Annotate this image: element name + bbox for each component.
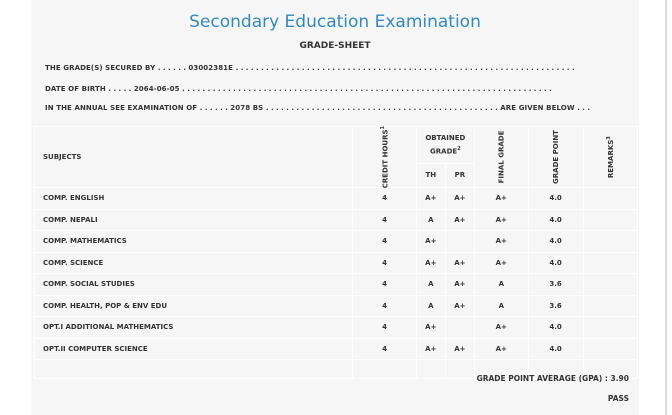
th-grade-cell: A (415, 273, 446, 296)
pr-grade-cell: A+ (444, 208, 475, 231)
table-row: COMP. MATHEMATICS 4 A+ A+ 4.0 (33, 230, 639, 253)
given-below-label: ARE GIVEN BELOW (500, 104, 575, 112)
remarks-cell (582, 294, 639, 317)
info-dob-line: DATE OF BIRTH . . . . . 2064-06-05 . . .… (45, 85, 552, 93)
table-row: COMP. HEALTH, POP & ENV EDU 4 A A+ A 3.6 (33, 294, 639, 317)
th-grade-cell: A+ (415, 230, 446, 253)
header-subjects: SUBJECTS (33, 126, 354, 188)
remarks-cell (582, 337, 639, 360)
grades-secured-label: THE GRADE(S) SECURED BY (45, 64, 156, 72)
credit-cell: 4 (352, 316, 417, 339)
scrollbar-edge (665, 0, 667, 415)
th-grade-cell: A+ (415, 251, 446, 274)
credit-cell: 4 (352, 273, 417, 296)
table-spacer-row (33, 359, 639, 379)
grade-point-cell: 4.0 (527, 316, 584, 339)
grade-point-cell: 4.0 (527, 230, 584, 253)
credit-cell: 4 (352, 251, 417, 274)
table-row: COMP. NEPALI 4 A A+ A+ 4.0 (33, 208, 639, 231)
th-grade-cell: A (415, 294, 446, 317)
pr-grade-cell: A+ (444, 294, 475, 317)
credit-cell: 4 (352, 187, 417, 210)
dob-label: DATE OF BIRTH (45, 85, 106, 93)
grade-point-cell: 3.6 (527, 294, 584, 317)
final-grade-cell: A+ (473, 337, 529, 360)
info-exam-line: IN THE ANNUAL SEE EXAMINATION OF . . . .… (45, 104, 591, 112)
table-row: COMP. SCIENCE 4 A+ A+ A+ 4.0 (33, 251, 639, 274)
subject-cell: OPT.I ADDITIONAL MATHEMATICS (33, 316, 354, 339)
th-grade-cell: A+ (415, 187, 446, 210)
gpa-label: GRADE POINT AVERAGE (GPA) : (476, 374, 608, 383)
header-obtained-grade: OBTAINED GRADE2 (415, 126, 475, 164)
subject-cell: COMP. SCIENCE (33, 251, 354, 274)
info-symbol-line: THE GRADE(S) SECURED BY . . . . . . 0300… (45, 64, 575, 72)
grade-point-cell: 4.0 (527, 251, 584, 274)
final-grade-cell: A+ (473, 251, 529, 274)
remarks-cell (582, 316, 639, 339)
subject-cell: COMP. HEALTH, POP & ENV EDU (33, 294, 354, 317)
subject-cell: OPT.II COMPUTER SCIENCE (33, 337, 354, 360)
grade-point-cell: 4.0 (527, 208, 584, 231)
table-row: COMP. ENGLISH 4 A+ A+ A+ 4.0 (33, 187, 639, 210)
result-status: PASS (607, 394, 629, 403)
subject-cell: COMP. MATHEMATICS (33, 230, 354, 253)
header-remarks: REMARKS3 (582, 126, 639, 188)
pr-grade-cell (444, 230, 475, 253)
grade-sheet: Secondary Education Examination GRADE-SH… (31, 0, 639, 415)
credit-cell: 4 (352, 230, 417, 253)
table-row: COMP. SOCIAL STUDIES 4 A A+ A 3.6 (33, 273, 639, 296)
th-grade-cell: A+ (415, 337, 446, 360)
final-grade-cell: A+ (473, 208, 529, 231)
grade-point-cell: 3.6 (527, 273, 584, 296)
pr-grade-cell: A+ (444, 273, 475, 296)
final-grade-cell: A+ (473, 187, 529, 210)
pr-grade-cell: A+ (444, 187, 475, 210)
grades-table: SUBJECTS CREDIT HOURS1 OBTAINED GRADE2 F… (33, 126, 639, 379)
remarks-cell (582, 251, 639, 274)
exam-label: IN THE ANNUAL SEE EXAMINATION OF (45, 104, 198, 112)
remarks-cell (582, 230, 639, 253)
header-pr: PR (444, 162, 475, 189)
header-credit-hours: CREDIT HOURS1 (352, 126, 417, 188)
subject-cell: COMP. NEPALI (33, 208, 354, 231)
grade-point-cell: 4.0 (527, 337, 584, 360)
credit-cell: 4 (352, 337, 417, 360)
pr-grade-cell (444, 316, 475, 339)
remarks-cell (582, 187, 639, 210)
subject-cell: COMP. ENGLISH (33, 187, 354, 210)
header-grade-point: GRADE POINT (527, 126, 584, 188)
credit-cell: 4 (352, 294, 417, 317)
final-grade-cell: A (473, 273, 529, 296)
symbol-number: 03002381E (188, 64, 234, 72)
final-grade-cell: A+ (473, 316, 529, 339)
table-row: OPT.II COMPUTER SCIENCE 4 A+ A+ A+ 4.0 (33, 337, 639, 360)
th-grade-cell: A (415, 208, 446, 231)
pr-grade-cell: A+ (444, 337, 475, 360)
credit-cell: 4 (352, 208, 417, 231)
gpa-line: GRADE POINT AVERAGE (GPA) : 3.90 (477, 374, 629, 383)
dob-value: 2064-06-05 (133, 85, 180, 93)
header-final-grade: FINAL GRADE (473, 126, 529, 188)
subject-cell: COMP. SOCIAL STUDIES (33, 273, 354, 296)
grade-point-cell: 4.0 (527, 187, 584, 210)
th-grade-cell: A+ (415, 316, 446, 339)
pr-grade-cell: A+ (444, 251, 475, 274)
remarks-cell (582, 273, 639, 296)
final-grade-cell: A (473, 294, 529, 317)
table-row: OPT.I ADDITIONAL MATHEMATICS 4 A+ A+ 4.0 (33, 316, 639, 339)
page-subtitle: GRADE-SHEET (299, 41, 371, 51)
remarks-cell (582, 208, 639, 231)
final-grade-cell: A+ (473, 230, 529, 253)
gpa-value: 3.90 (610, 374, 629, 383)
exam-year: 2078 BS (230, 104, 264, 112)
page-title: Secondary Education Examination (189, 12, 481, 32)
header-th: TH (415, 162, 446, 189)
